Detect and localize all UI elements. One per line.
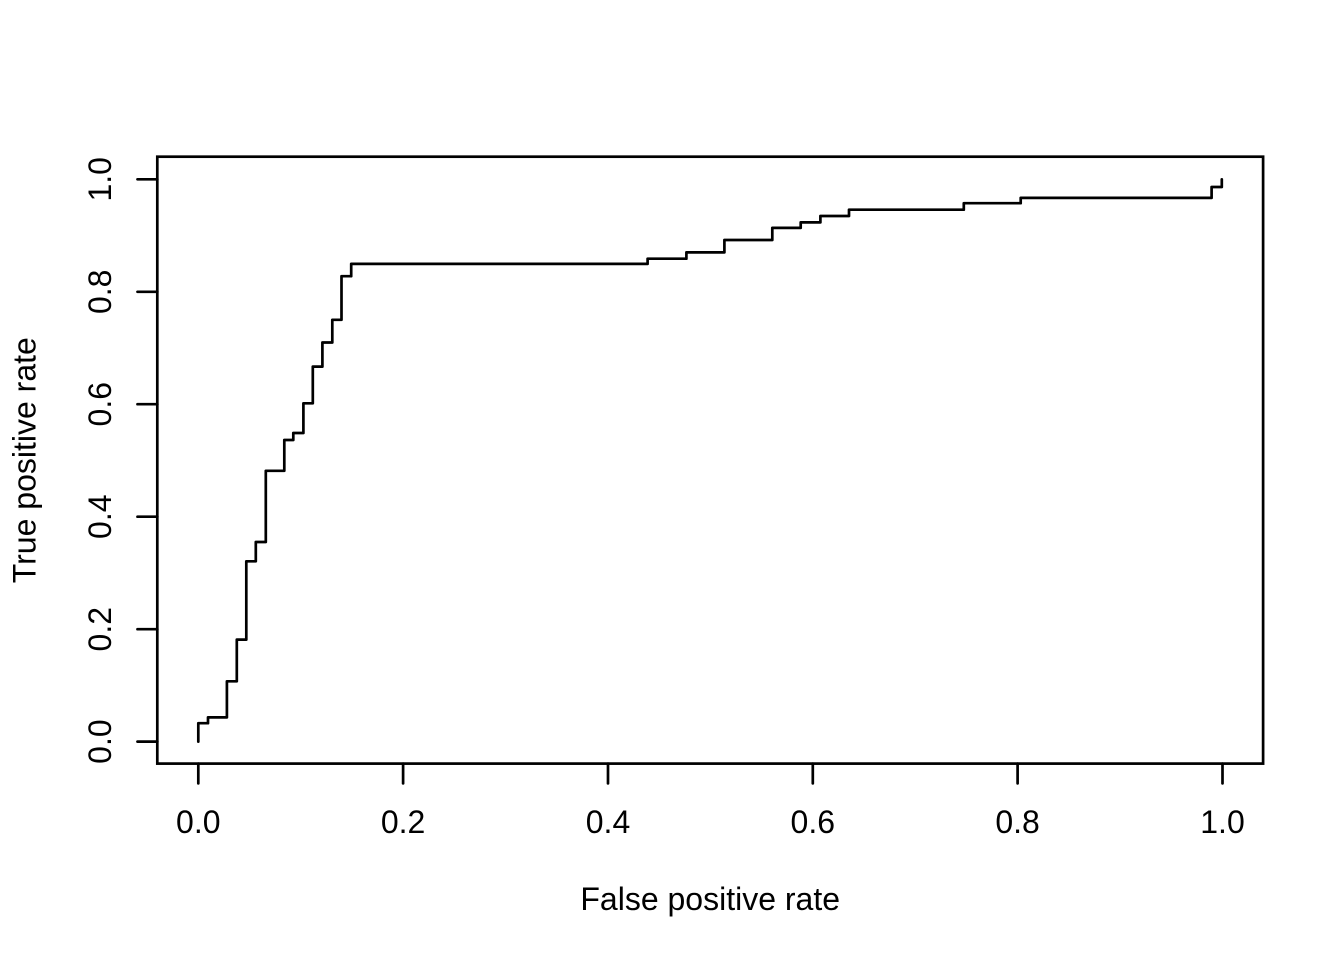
- svg-text:0.2: 0.2: [381, 804, 425, 840]
- svg-text:1.0: 1.0: [82, 157, 118, 201]
- svg-text:0.0: 0.0: [176, 804, 220, 840]
- svg-text:0.4: 0.4: [586, 804, 630, 840]
- svg-text:True positive rate: True positive rate: [7, 337, 43, 583]
- svg-text:0.8: 0.8: [82, 270, 118, 314]
- svg-text:0.2: 0.2: [82, 607, 118, 651]
- svg-text:0.8: 0.8: [995, 804, 1039, 840]
- svg-text:1.0: 1.0: [1200, 804, 1244, 840]
- svg-text:0.6: 0.6: [791, 804, 835, 840]
- svg-text:False positive rate: False positive rate: [580, 881, 840, 917]
- svg-text:0.6: 0.6: [82, 382, 118, 426]
- svg-text:0.4: 0.4: [82, 494, 118, 538]
- svg-text:0.0: 0.0: [82, 719, 118, 763]
